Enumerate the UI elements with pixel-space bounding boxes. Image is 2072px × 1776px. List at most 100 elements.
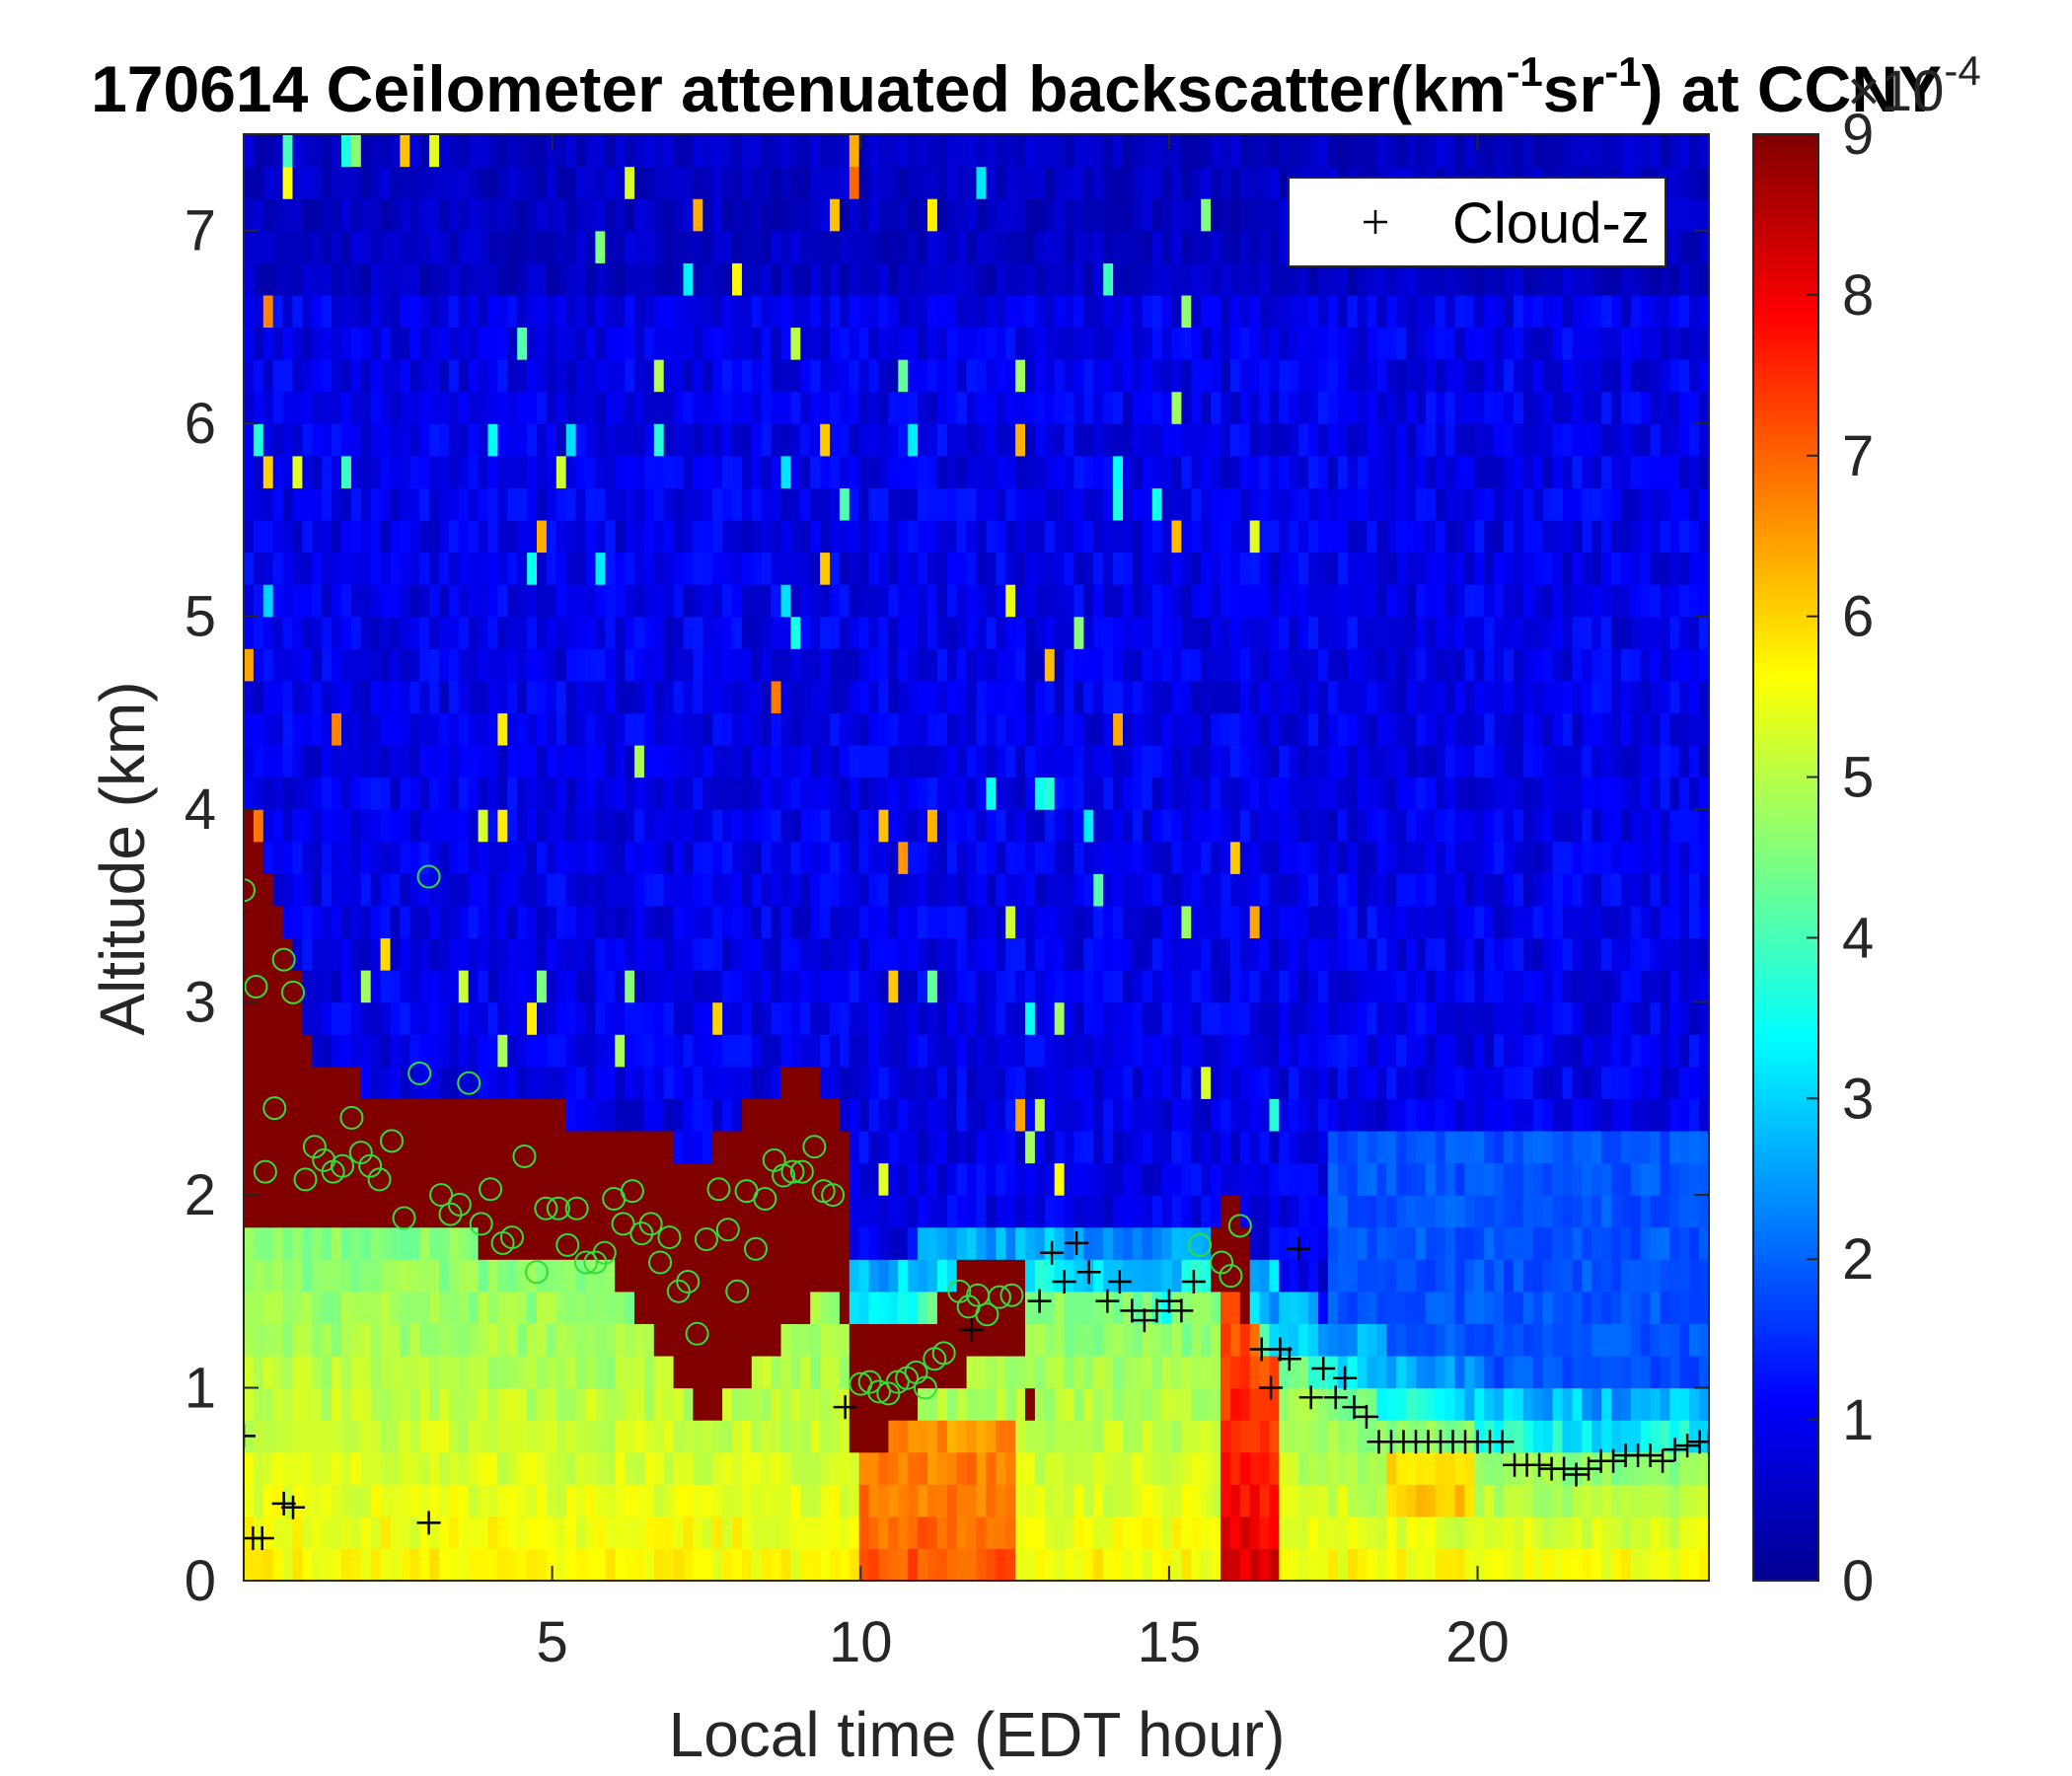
heatmap-cell [380, 1098, 392, 1132]
heatmap-cell [507, 455, 518, 488]
heatmap-cell [565, 230, 577, 263]
heatmap-cell [966, 1259, 978, 1293]
heatmap-cell [390, 519, 401, 554]
heatmap-cell [555, 1259, 567, 1293]
heatmap-cell [898, 1420, 909, 1453]
heatmap-cell [507, 1130, 518, 1164]
heatmap-cell [517, 262, 528, 296]
heatmap-cell [830, 359, 841, 393]
heatmap-cell [771, 937, 782, 971]
heatmap-cell [350, 1001, 362, 1035]
heatmap-cell [595, 744, 606, 778]
heatmap-cell [1298, 873, 1309, 907]
heatmap-cell [517, 1066, 528, 1099]
heatmap-cell [1201, 777, 1212, 810]
heatmap-cell [341, 1066, 352, 1099]
heatmap-cell [585, 841, 596, 874]
heatmap-cell [936, 1291, 948, 1324]
heatmap-cell [429, 1130, 440, 1164]
heatmap-cell [1015, 519, 1026, 554]
heatmap-cell [712, 905, 723, 939]
heatmap-cell [546, 937, 557, 971]
heatmap-cell [1123, 1484, 1134, 1517]
heatmap-cell [653, 1195, 665, 1228]
heatmap-cell [1054, 166, 1066, 199]
heatmap-cell [585, 1420, 596, 1453]
heatmap-cell [244, 744, 255, 778]
heatmap-cell [360, 584, 372, 618]
heatmap-cell [810, 648, 821, 682]
heatmap-cell [527, 1130, 538, 1164]
heatmap-cell [507, 616, 518, 649]
heatmap-cell [1123, 423, 1134, 457]
heatmap-cell [244, 1355, 255, 1389]
heatmap-cell [966, 1001, 978, 1035]
heatmap-cell [1308, 327, 1319, 360]
heatmap-cell [1044, 809, 1056, 843]
heatmap-cell [272, 391, 284, 424]
heatmap-cell [908, 1259, 919, 1293]
heatmap-cell [888, 455, 899, 488]
heatmap-cell [1113, 1323, 1124, 1357]
heatmap-cell [448, 680, 460, 713]
heatmap-cell [732, 1451, 743, 1485]
heatmap-cell [956, 519, 968, 554]
heatmap-cell [858, 198, 870, 232]
heatmap-cell [751, 680, 763, 713]
heatmap-cell [292, 1098, 303, 1132]
heatmap-cell [1221, 744, 1231, 778]
heatmap-cell [1083, 841, 1094, 874]
heatmap-cell [1005, 584, 1016, 618]
heatmap-cell [771, 1387, 782, 1421]
heatmap-cell [888, 327, 899, 360]
heatmap-cell [888, 552, 899, 585]
heatmap-cell [1073, 1195, 1084, 1228]
heatmap-cell [858, 1130, 870, 1164]
heatmap-cell [1239, 1001, 1251, 1035]
heatmap-cell [1318, 712, 1329, 746]
heatmap-cell [830, 809, 841, 843]
heatmap-cell [595, 487, 606, 521]
heatmap-cell [390, 970, 401, 1003]
heatmap-cell [575, 648, 587, 682]
heatmap-cell [497, 1195, 508, 1228]
heatmap-cell [986, 1548, 997, 1581]
heatmap-cell [1103, 230, 1114, 263]
heatmap-cell [693, 841, 703, 874]
heatmap-cell [946, 294, 958, 329]
heatmap-cell [429, 680, 440, 713]
heatmap-cell [1269, 937, 1280, 971]
heatmap-cell [839, 423, 851, 457]
heatmap-cell [761, 1323, 773, 1357]
heatmap-cell [986, 230, 997, 263]
heatmap-cell [1249, 648, 1261, 682]
heatmap-cell [1025, 744, 1036, 778]
heatmap-cell [868, 680, 880, 713]
heatmap-cell [1259, 1066, 1271, 1099]
heatmap-cell [936, 1420, 948, 1453]
heatmap-cell [1025, 1066, 1036, 1099]
heatmap-cell [703, 1323, 713, 1357]
heatmap-cell [663, 744, 675, 778]
heatmap-cell [1298, 455, 1309, 488]
heatmap-cell [546, 230, 557, 263]
heatmap-cell [1054, 648, 1066, 682]
heatmap-cell [507, 1066, 518, 1099]
heatmap-cell [634, 359, 645, 393]
heatmap-cell [1034, 1226, 1046, 1260]
heatmap-cell [1015, 391, 1026, 424]
heatmap-cell [643, 937, 655, 971]
heatmap-cell [1211, 1162, 1221, 1196]
heatmap-cell [1259, 777, 1271, 810]
heatmap-cell [1054, 552, 1066, 585]
heatmap-cell [1221, 970, 1231, 1003]
heatmap-cell [1142, 1162, 1153, 1196]
heatmap-cell [341, 166, 352, 199]
heatmap-cell [1103, 487, 1114, 521]
heatmap-cell [1044, 294, 1056, 329]
heatmap-cell [956, 616, 968, 649]
heatmap-cell [908, 873, 919, 907]
heatmap-cell [1201, 1259, 1212, 1293]
heatmap-cell [1142, 648, 1153, 682]
heatmap-cell [1191, 294, 1202, 329]
